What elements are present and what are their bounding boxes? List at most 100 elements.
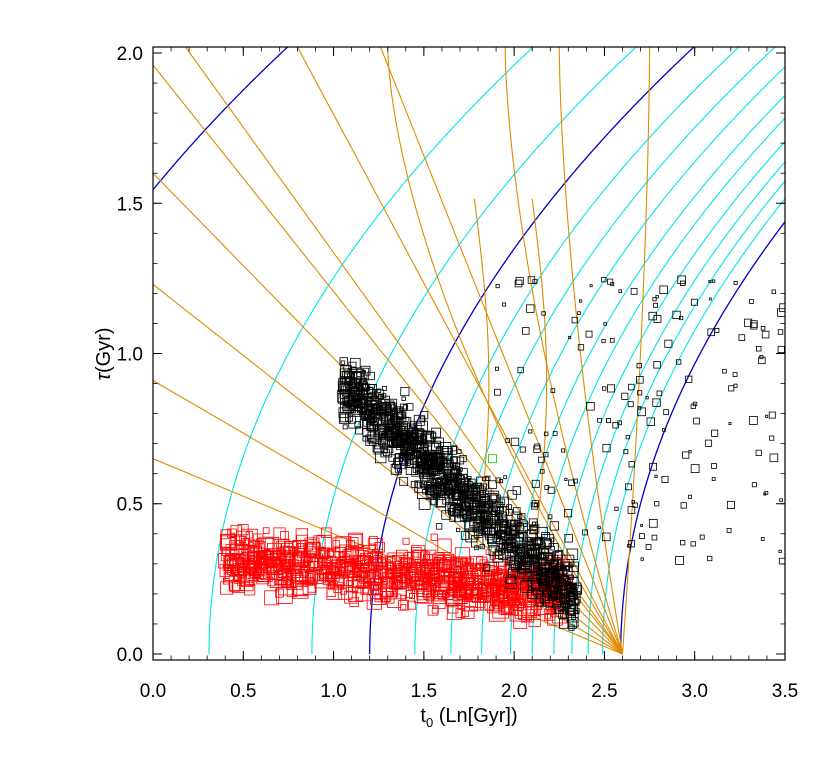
black-point-sparse xyxy=(534,443,541,450)
red-point xyxy=(394,564,403,574)
black-point-sparse xyxy=(602,386,607,391)
black-point xyxy=(444,487,453,496)
black-point-sparse xyxy=(690,464,700,474)
black-point xyxy=(506,541,519,554)
red-point xyxy=(260,564,275,580)
black-point xyxy=(457,493,463,499)
black-point xyxy=(373,423,381,431)
red-point xyxy=(286,586,298,598)
x-tick-label: 1.5 xyxy=(411,681,437,702)
black-point xyxy=(443,473,452,482)
black-point-sparse xyxy=(498,533,502,537)
red-point xyxy=(491,581,508,598)
orange-curve-2 xyxy=(558,47,624,655)
black-point-sparse xyxy=(749,299,754,304)
black-point-sparse xyxy=(508,523,516,531)
black-point xyxy=(504,555,515,566)
x-tick-label: 3.5 xyxy=(772,681,798,702)
black-point xyxy=(550,546,555,551)
black-point-sparse xyxy=(751,482,757,488)
red-point xyxy=(313,535,326,548)
black-point xyxy=(419,416,426,423)
black-point-sparse xyxy=(765,414,769,418)
black-point-sparse xyxy=(769,453,779,463)
red-point xyxy=(231,579,246,594)
red-point xyxy=(498,598,515,615)
red-point xyxy=(344,590,358,604)
red-point xyxy=(337,556,353,572)
red-point xyxy=(543,609,556,621)
black-point-sparse xyxy=(514,558,522,566)
red-point xyxy=(220,529,231,540)
black-point-sparse xyxy=(531,479,540,488)
black-point xyxy=(482,563,491,572)
black-point-sparse xyxy=(755,345,762,352)
x-axis-title-main: t xyxy=(420,705,426,727)
black-point xyxy=(567,590,572,595)
red-point xyxy=(309,557,323,571)
black-point xyxy=(456,449,462,454)
red-point xyxy=(332,573,339,579)
black-point-sparse xyxy=(690,298,698,306)
red-point xyxy=(252,533,264,545)
black-point xyxy=(401,396,406,401)
black-point-sparse xyxy=(675,359,682,365)
black-point-sparse xyxy=(589,284,593,288)
red-point xyxy=(273,538,290,555)
red-point xyxy=(280,531,289,541)
red-point xyxy=(374,566,388,580)
black-point xyxy=(527,578,541,591)
black-point xyxy=(537,554,543,559)
black-point-sparse xyxy=(711,477,716,481)
black-point xyxy=(541,572,554,585)
black-point-sparse xyxy=(505,438,510,443)
red-point xyxy=(526,602,538,614)
black-point-sparse xyxy=(708,280,712,284)
black-point-sparse xyxy=(571,316,579,324)
black-point xyxy=(389,407,395,413)
black-point-sparse xyxy=(636,363,642,369)
black-point-sparse xyxy=(504,525,511,532)
black-point-sparse xyxy=(540,469,545,474)
black-point xyxy=(436,483,442,489)
black-point-sparse xyxy=(645,544,652,550)
red-point xyxy=(304,571,318,585)
black-point-sparse xyxy=(652,297,657,302)
red-point xyxy=(229,554,242,567)
black-point xyxy=(567,619,577,629)
black-point-sparse xyxy=(527,276,536,284)
black-point-sparse xyxy=(777,345,785,353)
black-point-sparse xyxy=(627,401,634,408)
black-point-sparse xyxy=(675,556,684,565)
red-point xyxy=(264,549,271,556)
black-point-sparse xyxy=(586,402,595,411)
black-point xyxy=(434,453,444,464)
red-point xyxy=(447,602,459,614)
black-point xyxy=(422,458,428,464)
red-point xyxy=(411,547,422,558)
black-point-sparse xyxy=(655,295,659,299)
black-point xyxy=(344,377,357,389)
black-point-sparse xyxy=(659,285,668,294)
black-point xyxy=(560,593,566,599)
black-point-sparse xyxy=(728,385,735,392)
red-point xyxy=(330,580,336,587)
red-point xyxy=(269,574,284,588)
black-point xyxy=(395,466,403,474)
cyan-curve-9 xyxy=(587,180,785,654)
black-point xyxy=(475,523,483,531)
black-point-sparse xyxy=(627,540,636,548)
black-point-sparse xyxy=(564,477,568,481)
black-point xyxy=(521,562,529,570)
black-point-sparse xyxy=(577,344,585,351)
red-point xyxy=(234,574,241,582)
black-point-sparse xyxy=(529,544,534,550)
black-point xyxy=(509,556,522,568)
black-point-sparse xyxy=(538,456,545,464)
black-point xyxy=(351,366,357,373)
black-point xyxy=(393,439,401,447)
black-point-sparse xyxy=(582,529,588,536)
black-point xyxy=(492,551,504,563)
black-point xyxy=(445,502,457,514)
red-point xyxy=(352,575,365,589)
